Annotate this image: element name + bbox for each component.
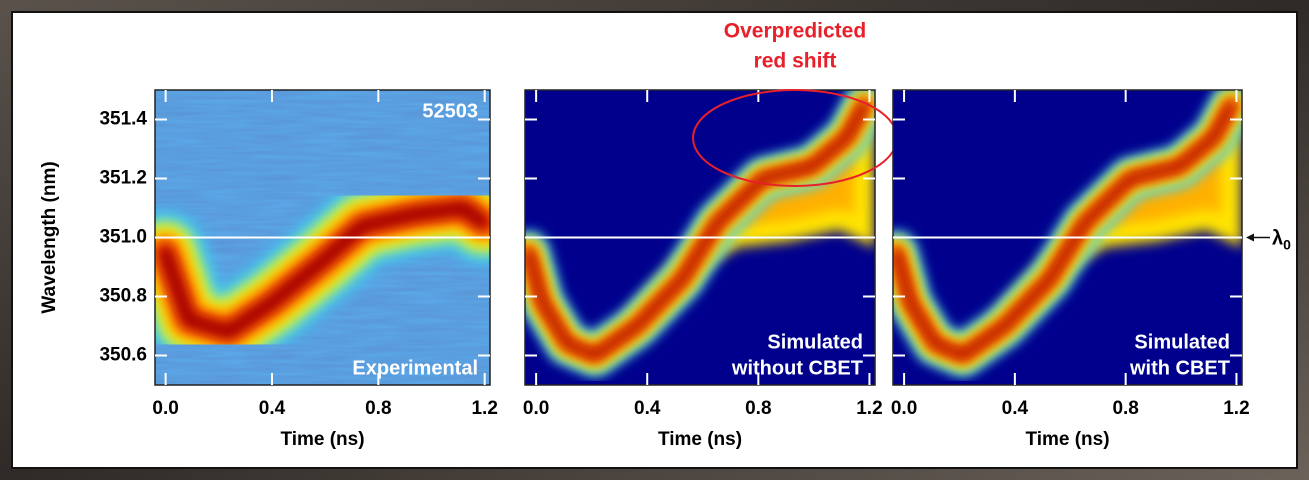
callout-text: red shift <box>754 50 837 73</box>
y-tick-label: 351.4 <box>99 109 147 130</box>
x-axis-label: Time (ns) <box>280 429 364 450</box>
callout-text: Overpredicted <box>724 20 866 43</box>
panel-annotation: Simulated <box>1134 331 1230 353</box>
hline-symbol: λ <box>1272 228 1283 250</box>
x-axis-label: Time (ns) <box>1025 429 1109 450</box>
heatmap-ridge <box>894 102 1234 358</box>
y-tick-label: 350.6 <box>99 345 147 366</box>
x-tick-label: 0.0 <box>891 398 917 419</box>
shot-number: 52503 <box>422 100 478 122</box>
x-tick-label: 1.2 <box>471 398 497 419</box>
heatmap-ridge <box>160 203 488 337</box>
x-tick-label: 0.4 <box>1002 398 1029 419</box>
y-axis-label: Wavelength (nm) <box>39 161 60 313</box>
x-axis-label: Time (ns) <box>658 429 742 450</box>
x-tick-label: 0.0 <box>152 398 178 419</box>
x-tick-label: 0.4 <box>259 398 286 419</box>
panel-annotation: with CBET <box>1129 357 1230 379</box>
x-tick-label: 0.8 <box>745 398 771 419</box>
x-tick-label: 0.8 <box>365 398 391 419</box>
x-tick-label: 1.2 <box>856 398 882 419</box>
panel-annotation: Experimental <box>352 357 478 379</box>
y-tick-label: 350.8 <box>99 286 147 307</box>
y-tick-label: 351.0 <box>99 227 147 248</box>
x-tick-label: 0.8 <box>1112 398 1138 419</box>
x-tick-label: 1.2 <box>1223 398 1249 419</box>
hline-arrow-head <box>1246 233 1254 242</box>
x-tick-label: 0.0 <box>523 398 549 419</box>
panel-annotation: without CBET <box>731 357 863 379</box>
hline-subscript: 0 <box>1283 236 1291 252</box>
hline-label: λ0 <box>1272 228 1291 252</box>
panel-annotation: Simulated <box>767 331 863 353</box>
x-tick-label: 0.4 <box>634 398 661 419</box>
heatmap-ridge <box>526 102 867 358</box>
y-tick-label: 351.2 <box>99 168 147 189</box>
